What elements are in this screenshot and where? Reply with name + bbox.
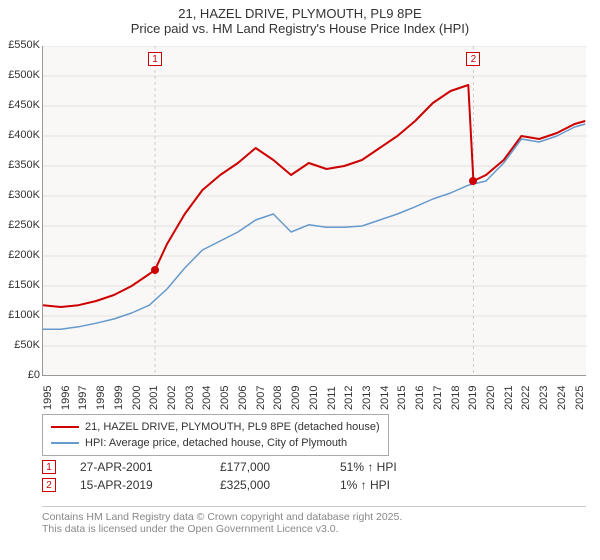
chart-marker-1: 1: [148, 52, 162, 66]
y-tick-label: £200K: [0, 249, 40, 261]
x-tick-label: 2016: [414, 380, 426, 410]
x-tick-label: 1996: [60, 380, 72, 410]
sale-price-1: £177,000: [220, 460, 340, 474]
x-tick-label: 2013: [361, 380, 373, 410]
x-tick-label: 1997: [77, 380, 89, 410]
legend-swatch-hpi: [51, 442, 79, 444]
legend-item-price: 21, HAZEL DRIVE, PLYMOUTH, PL9 8PE (deta…: [51, 419, 380, 435]
y-tick-label: £400K: [0, 129, 40, 141]
x-tick-label: 2004: [201, 380, 213, 410]
sale-dot-2: [469, 177, 477, 185]
title-subtitle: Price paid vs. HM Land Registry's House …: [0, 21, 600, 36]
title-address: 21, HAZEL DRIVE, PLYMOUTH, PL9 8PE: [0, 6, 600, 21]
sale-row-1: 1 27-APR-2001 £177,000 51% ↑ HPI: [42, 458, 572, 476]
footer-copyright: Contains HM Land Registry data © Crown c…: [42, 511, 586, 523]
sale-row-2: 2 15-APR-2019 £325,000 1% ↑ HPI: [42, 476, 572, 494]
plot-area: 12: [42, 46, 586, 376]
y-tick-label: £300K: [0, 189, 40, 201]
x-tick-label: 2024: [556, 380, 568, 410]
x-tick-label: 2008: [272, 380, 284, 410]
sale-dot-1: [151, 266, 159, 274]
legend-swatch-price: [51, 426, 79, 428]
x-tick-label: 2022: [520, 380, 532, 410]
x-tick-label: 2012: [343, 380, 355, 410]
x-tick-label: 1998: [95, 380, 107, 410]
sale-delta-1: 51% ↑ HPI: [340, 460, 480, 474]
y-tick-label: £0: [0, 369, 40, 381]
x-tick-label: 2010: [308, 380, 320, 410]
x-tick-label: 2023: [538, 380, 550, 410]
x-tick-label: 2009: [290, 380, 302, 410]
chart-svg: [43, 46, 587, 376]
sale-price-2: £325,000: [220, 478, 340, 492]
x-tick-label: 1999: [113, 380, 125, 410]
x-tick-label: 2014: [379, 380, 391, 410]
sale-delta-2: 1% ↑ HPI: [340, 478, 480, 492]
footer-block: Contains HM Land Registry data © Crown c…: [42, 506, 586, 535]
y-tick-label: £550K: [0, 39, 40, 51]
x-tick-label: 2025: [574, 380, 586, 410]
sale-marker-2: 2: [42, 478, 56, 492]
chart-container: 21, HAZEL DRIVE, PLYMOUTH, PL9 8PE Price…: [0, 0, 600, 560]
y-tick-label: £250K: [0, 219, 40, 231]
x-tick-label: 2003: [184, 380, 196, 410]
y-tick-label: £450K: [0, 99, 40, 111]
x-tick-label: 2017: [432, 380, 444, 410]
x-tick-label: 2007: [255, 380, 267, 410]
y-tick-label: £500K: [0, 69, 40, 81]
legend-box: 21, HAZEL DRIVE, PLYMOUTH, PL9 8PE (deta…: [42, 414, 389, 456]
title-block: 21, HAZEL DRIVE, PLYMOUTH, PL9 8PE Price…: [0, 0, 600, 40]
x-tick-label: 2021: [503, 380, 515, 410]
footer-license: This data is licensed under the Open Gov…: [42, 523, 586, 535]
x-tick-label: 2001: [148, 380, 160, 410]
x-tick-label: 2006: [237, 380, 249, 410]
x-tick-label: 2018: [450, 380, 462, 410]
x-tick-label: 2000: [131, 380, 143, 410]
legend-item-hpi: HPI: Average price, detached house, City…: [51, 435, 380, 451]
x-tick-label: 2011: [326, 380, 338, 410]
x-tick-label: 2020: [485, 380, 497, 410]
y-tick-label: £350K: [0, 159, 40, 171]
legend-label-hpi: HPI: Average price, detached house, City…: [85, 437, 347, 449]
x-tick-label: 2002: [166, 380, 178, 410]
x-tick-label: 2019: [467, 380, 479, 410]
legend-label-price: 21, HAZEL DRIVE, PLYMOUTH, PL9 8PE (deta…: [85, 421, 380, 433]
x-tick-label: 2015: [396, 380, 408, 410]
x-tick-label: 2005: [219, 380, 231, 410]
sale-marker-1: 1: [42, 460, 56, 474]
sales-table: 1 27-APR-2001 £177,000 51% ↑ HPI 2 15-AP…: [42, 458, 572, 494]
sale-date-2: 15-APR-2019: [80, 478, 220, 492]
chart-marker-2: 2: [466, 52, 480, 66]
x-tick-label: 1995: [42, 380, 54, 410]
y-tick-label: £100K: [0, 309, 40, 321]
sale-date-1: 27-APR-2001: [80, 460, 220, 474]
y-tick-label: £50K: [0, 339, 40, 351]
y-tick-label: £150K: [0, 279, 40, 291]
